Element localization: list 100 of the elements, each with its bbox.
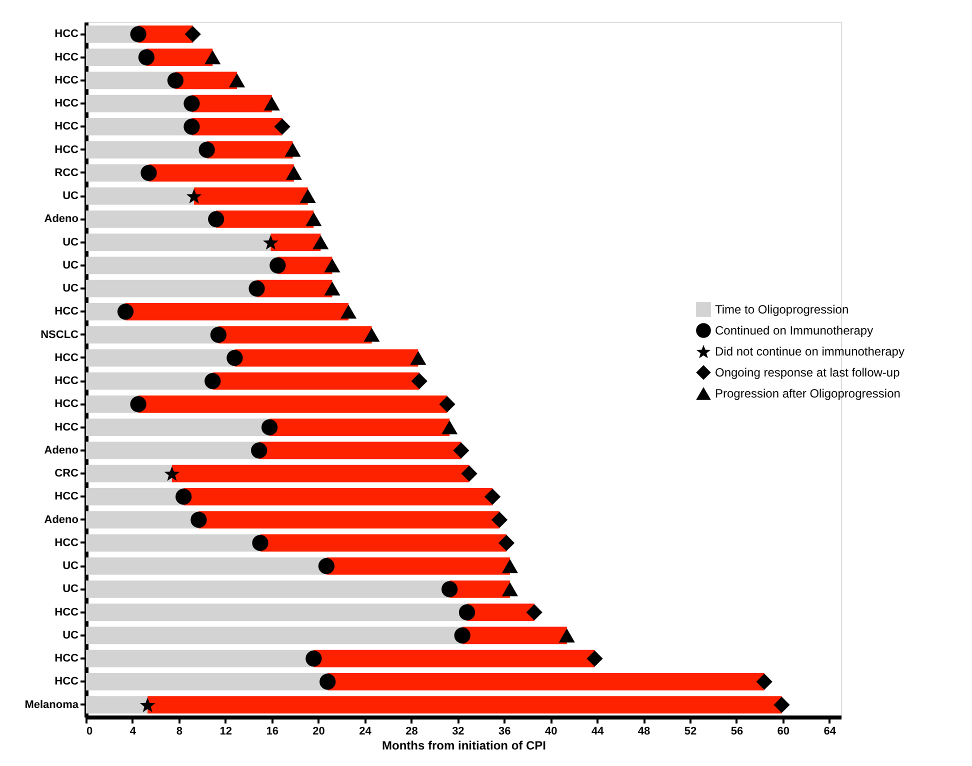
y-tick-label: Melanoma — [24, 698, 80, 711]
point — [138, 49, 154, 66]
y-tick-label: UC — [62, 282, 79, 295]
point — [453, 442, 470, 459]
point — [306, 212, 322, 226]
y-tick-label: Adeno — [44, 213, 79, 226]
point — [558, 628, 575, 642]
point — [130, 26, 146, 42]
point — [208, 211, 224, 228]
point — [164, 466, 180, 481]
point — [439, 396, 456, 412]
y-tick-label: HCC — [54, 536, 79, 549]
y-tick-label: UC — [62, 236, 79, 248]
y-tick-label: HCC — [54, 28, 79, 40]
bar — [86, 442, 260, 460]
bar — [86, 48, 146, 66]
y-tick-label: UC — [62, 560, 79, 572]
bar — [125, 303, 349, 320]
x-tick-label: 0 — [86, 726, 93, 738]
bar — [184, 488, 493, 506]
bar — [86, 210, 216, 228]
point — [286, 166, 302, 180]
point — [320, 674, 336, 690]
point — [312, 235, 329, 250]
point — [491, 512, 508, 528]
bar — [259, 442, 462, 460]
point — [502, 582, 518, 596]
bar — [270, 418, 450, 436]
point — [264, 96, 280, 111]
point — [176, 488, 192, 505]
y-tick-label: HCC — [54, 74, 79, 86]
point — [198, 142, 215, 158]
point — [117, 304, 134, 320]
point — [210, 326, 226, 343]
point — [204, 50, 221, 64]
y-tick-label: HCC — [54, 144, 79, 156]
bar — [148, 164, 294, 182]
y-tick-label: HCC — [54, 676, 79, 688]
point — [270, 257, 286, 274]
point — [442, 581, 458, 598]
point — [318, 558, 334, 574]
bar — [216, 210, 314, 228]
bar — [86, 280, 257, 298]
point — [190, 512, 207, 528]
bar — [86, 650, 314, 668]
x-tick-label: 48 — [638, 726, 650, 738]
bar — [86, 349, 235, 367]
point — [526, 604, 542, 620]
bar — [86, 326, 218, 344]
y-tick-label: RCC — [54, 166, 79, 179]
bar — [148, 696, 782, 714]
x-tick-label: 32 — [452, 726, 464, 738]
point — [184, 26, 201, 42]
x-tick-label: 64 — [824, 726, 837, 738]
x-tick-label: 20 — [312, 726, 325, 738]
y-tick-label: Adeno — [44, 444, 79, 456]
x-tick-label: 8 — [176, 726, 182, 738]
x-tick-label: 4 — [130, 726, 137, 738]
x-tick-label: 36 — [498, 726, 511, 738]
bar — [86, 372, 213, 390]
point — [484, 488, 501, 505]
point — [300, 189, 316, 204]
point — [184, 95, 200, 112]
x-axis-title: Months from initiation of CPI — [382, 738, 546, 752]
point — [204, 373, 221, 390]
point — [226, 350, 243, 366]
point — [411, 373, 428, 390]
point — [324, 282, 340, 296]
bar — [326, 557, 510, 575]
point — [454, 627, 470, 644]
point — [324, 258, 340, 272]
x-tick-label: 56 — [730, 726, 744, 738]
bar — [86, 557, 326, 575]
bar — [86, 580, 450, 598]
point — [756, 674, 772, 690]
point — [410, 350, 426, 365]
y-tick-label: HCC — [54, 51, 79, 64]
bar — [86, 72, 176, 90]
bar — [86, 418, 270, 436]
legend-label: Time to Oligoprogression — [715, 302, 849, 316]
point — [340, 304, 357, 319]
point — [458, 604, 476, 620]
point — [774, 696, 790, 713]
bar — [218, 326, 372, 344]
point — [306, 650, 322, 667]
y-tick-label: UC — [62, 629, 79, 642]
bar — [86, 187, 194, 205]
x-tick-label: 12 — [220, 726, 232, 738]
point — [274, 118, 290, 135]
bar — [86, 534, 260, 552]
y-tick-label: HCC — [54, 652, 79, 665]
x-tick-label: 60 — [777, 726, 790, 738]
point — [364, 328, 380, 342]
y-tick-label: UC — [62, 583, 79, 596]
point — [284, 142, 301, 157]
bar — [86, 164, 149, 182]
point — [248, 280, 265, 297]
point — [186, 188, 202, 204]
point — [140, 164, 157, 181]
y-tick-label: UC — [62, 190, 79, 202]
